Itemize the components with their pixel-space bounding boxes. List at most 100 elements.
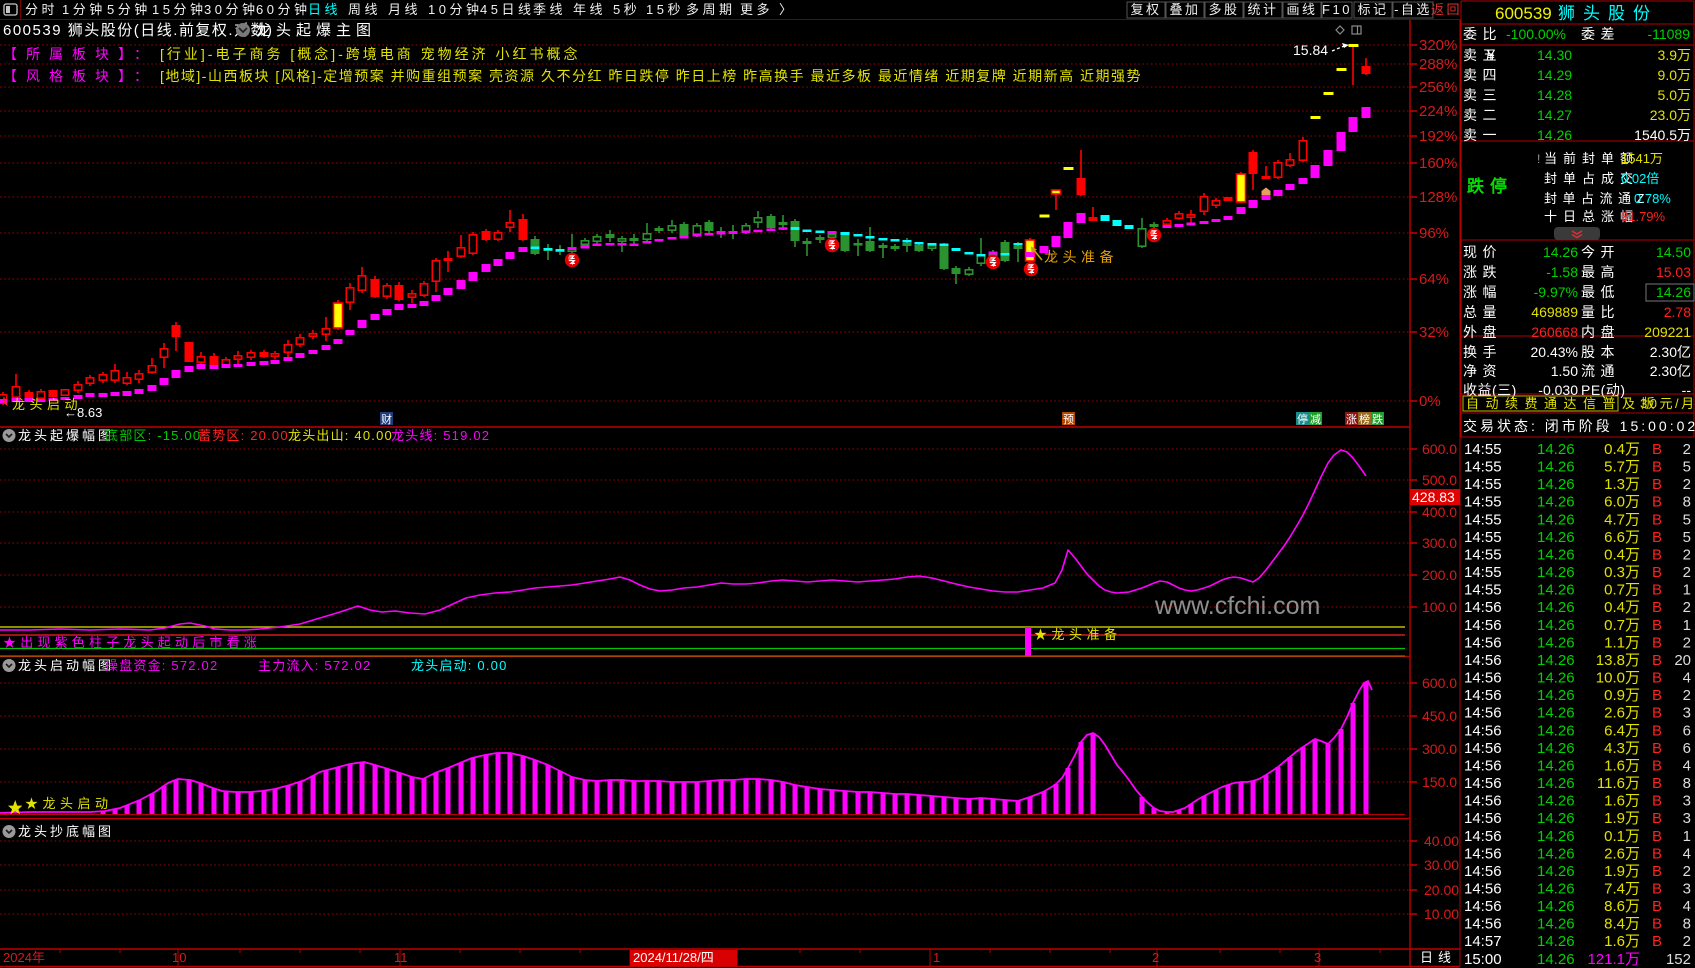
svg-text:14.26: 14.26 [1537, 441, 1575, 458]
svg-text:B: B [1652, 652, 1662, 669]
svg-text:B: B [1652, 863, 1662, 880]
svg-text:外盘: 外盘 [1463, 324, 1502, 340]
svg-text:1分钟: 1分钟 [62, 2, 106, 17]
svg-text:B: B [1652, 845, 1662, 862]
svg-text:封单占成交: 封单占成交 [1544, 171, 1639, 186]
svg-text:主力流入: 572.02: 主力流入: 572.02 [258, 658, 371, 673]
svg-text:14.26: 14.26 [1537, 476, 1575, 493]
svg-text:B: B [1652, 828, 1662, 845]
svg-text:卖一: 卖一 [1463, 127, 1502, 143]
svg-text:6.0万: 6.0万 [1604, 494, 1640, 511]
svg-text:600.0: 600.0 [1422, 441, 1457, 457]
svg-text:3: 3 [1683, 705, 1691, 722]
svg-text:〉: 〉 [779, 2, 796, 17]
svg-text:2: 2 [1683, 933, 1691, 950]
svg-text:2.30亿: 2.30亿 [1650, 363, 1691, 379]
svg-text:14:55: 14:55 [1464, 546, 1502, 563]
svg-text:6.4万: 6.4万 [1604, 722, 1640, 739]
svg-text:0.7万: 0.7万 [1604, 582, 1640, 599]
svg-text:14.26: 14.26 [1537, 546, 1575, 563]
svg-text:2: 2 [1683, 546, 1691, 563]
svg-text:B: B [1652, 881, 1662, 898]
svg-text:2: 2 [1683, 476, 1691, 493]
svg-text:8.4万: 8.4万 [1604, 916, 1640, 933]
svg-text:总量: 总量 [1463, 304, 1502, 320]
svg-text:0.9万: 0.9万 [1604, 687, 1640, 704]
svg-text:14:56: 14:56 [1464, 775, 1502, 792]
svg-text:B: B [1652, 916, 1662, 933]
svg-text:14:55: 14:55 [1464, 494, 1502, 511]
svg-text:15.03: 15.03 [1656, 264, 1691, 280]
svg-text:10.00: 10.00 [1424, 906, 1459, 922]
svg-text:14.26: 14.26 [1537, 775, 1575, 792]
svg-text:1.6万: 1.6万 [1604, 793, 1640, 810]
svg-text:14.26: 14.26 [1537, 793, 1575, 810]
svg-text:14.26: 14.26 [1537, 634, 1575, 651]
svg-text:192%: 192% [1419, 128, 1457, 145]
svg-text:0.78%: 0.78% [1634, 191, 1671, 206]
svg-text:14.26: 14.26 [1537, 511, 1575, 528]
svg-text:10分钟: 10分钟 [428, 2, 482, 17]
svg-text:14.26: 14.26 [1656, 284, 1691, 300]
svg-text:14:56: 14:56 [1464, 634, 1502, 651]
svg-text:0.02倍: 0.02倍 [1621, 171, 1659, 186]
svg-text:[行业]-电子商务 [概念]-跨境电商 宠物经济 小红书概念: [行业]-电子商务 [概念]-跨境电商 宠物经济 小红书概念 [160, 46, 581, 62]
svg-text:龙头准备: 龙头准备 [1044, 249, 1118, 265]
svg-text:14:56: 14:56 [1464, 599, 1502, 616]
svg-text:500.0: 500.0 [1422, 472, 1457, 488]
svg-text:最低: 最低 [1581, 284, 1620, 300]
svg-text:!: ! [1537, 152, 1540, 166]
svg-text:0.3万: 0.3万 [1604, 564, 1640, 581]
svg-text:15:00: 15:00 [1464, 951, 1502, 968]
svg-text:返回: 返回 [1431, 2, 1462, 17]
svg-text:14:56: 14:56 [1464, 740, 1502, 757]
svg-text:龙头启动: 0.00: 龙头启动: 0.00 [411, 658, 508, 673]
svg-text:300.0: 300.0 [1422, 741, 1457, 757]
svg-text:14.26: 14.26 [1537, 722, 1575, 739]
svg-text:-11089: -11089 [1647, 26, 1690, 42]
svg-text:1: 1 [1683, 617, 1691, 634]
svg-text:600539: 600539 [1495, 4, 1552, 23]
svg-text:15分钟: 15分钟 [152, 2, 206, 17]
svg-text:600.0: 600.0 [1422, 675, 1457, 691]
svg-text:B: B [1652, 705, 1662, 722]
svg-text:3: 3 [1683, 793, 1691, 810]
svg-text:2024年: 2024年 [3, 950, 45, 965]
svg-text:5分钟: 5分钟 [107, 2, 151, 17]
svg-text:-0.030: -0.030 [1538, 382, 1578, 398]
svg-text:14.26: 14.26 [1537, 916, 1575, 933]
svg-text:14:56: 14:56 [1464, 757, 1502, 774]
svg-text:预: 预 [1063, 413, 1074, 426]
svg-text:3: 3 [1314, 950, 1321, 965]
svg-text:卖四: 卖四 [1463, 67, 1502, 83]
svg-text:14.26: 14.26 [1537, 845, 1575, 862]
svg-text:10: 10 [172, 950, 186, 965]
svg-text:288%: 288% [1419, 56, 1457, 73]
svg-text:F10: F10 [1322, 2, 1352, 17]
svg-text:2.78: 2.78 [1664, 304, 1691, 320]
svg-text:0.4万: 0.4万 [1604, 441, 1640, 458]
svg-text:多周期: 多周期 [686, 2, 736, 17]
svg-text:8: 8 [1683, 775, 1691, 792]
svg-text:B: B [1652, 599, 1662, 616]
svg-text:100.0: 100.0 [1422, 599, 1457, 615]
svg-text:3: 3 [1683, 810, 1691, 827]
svg-text:14:56: 14:56 [1464, 845, 1502, 862]
svg-text:B: B [1652, 722, 1662, 739]
svg-text:469889: 469889 [1531, 304, 1578, 320]
svg-text:量比: 量比 [1581, 304, 1620, 320]
svg-text:★龙头启动: ★龙头启动 [25, 796, 113, 811]
svg-text:0%: 0% [1419, 393, 1441, 410]
svg-text:涨: 涨 [1346, 413, 1357, 426]
svg-text:20.43%: 20.43% [1531, 344, 1578, 360]
svg-text:B: B [1652, 740, 1662, 757]
svg-text:自动续费通达信普及版: 自动续费通达信普及版 [1466, 396, 1661, 411]
svg-text:300.0: 300.0 [1422, 535, 1457, 551]
svg-text:B: B [1652, 564, 1662, 581]
svg-text:23.0万: 23.0万 [1650, 107, 1691, 123]
svg-text:128%: 128% [1419, 189, 1457, 206]
svg-text:428.83: 428.83 [1412, 489, 1455, 505]
svg-text:152: 152 [1666, 951, 1691, 968]
svg-text:14.26: 14.26 [1537, 564, 1575, 581]
svg-text:6: 6 [1683, 722, 1691, 739]
